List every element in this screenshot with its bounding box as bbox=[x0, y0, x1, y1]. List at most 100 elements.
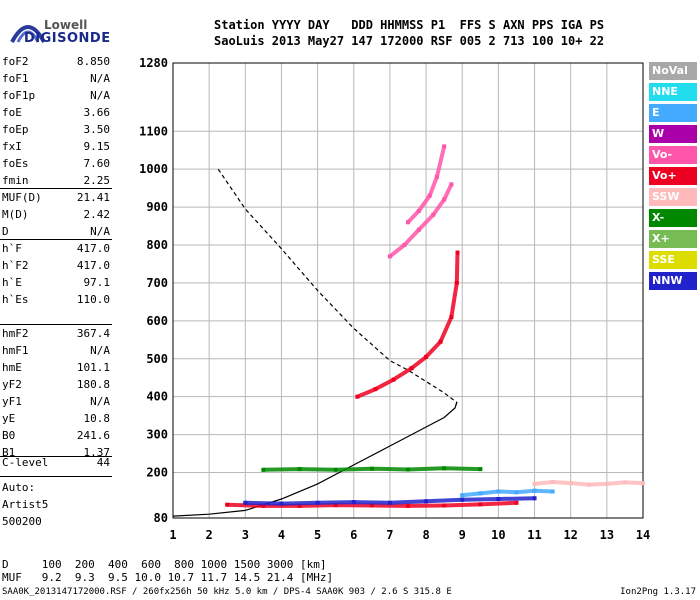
footer-distance-row: D 100 200 400 600 800 1000 1500 3000 [km… bbox=[2, 558, 327, 571]
param-key: fxI bbox=[2, 140, 22, 153]
x-tick-label: 13 bbox=[600, 528, 614, 542]
legend-item: NNW bbox=[649, 272, 697, 290]
x-tick-label: 7 bbox=[386, 528, 393, 542]
echo-point bbox=[402, 243, 407, 247]
echo-point bbox=[532, 481, 537, 486]
echo-point bbox=[514, 490, 519, 495]
echo-point bbox=[391, 377, 396, 382]
param-row: fxI 9.15 bbox=[2, 140, 110, 157]
param-key: h`F bbox=[2, 242, 22, 255]
x-tick-label: 11 bbox=[527, 528, 541, 542]
y-tick-label: 400 bbox=[146, 390, 168, 404]
echo-point bbox=[406, 467, 410, 472]
panel-divider bbox=[0, 456, 112, 457]
param-row: D N/A bbox=[2, 225, 110, 242]
echo-point bbox=[449, 315, 454, 320]
param-value: 110.0 bbox=[76, 293, 110, 306]
param-row: yE 10.8 bbox=[2, 412, 110, 429]
param-row: C-level 44 bbox=[2, 456, 110, 473]
x-tick-label: 1 bbox=[169, 528, 176, 542]
panel-divider bbox=[0, 476, 112, 477]
param-value: 21.41 bbox=[76, 191, 110, 204]
header-labels: Station YYYY DAY DDD HHMMSS P1 FFS S AXN… bbox=[214, 18, 605, 32]
auto-version: 500200 bbox=[2, 515, 42, 528]
param-row: hmF2 367.4 bbox=[2, 327, 110, 344]
echo-point bbox=[427, 193, 432, 198]
echo-point bbox=[406, 220, 410, 225]
legend-item: Vo- bbox=[649, 146, 697, 164]
footer-muf-row: MUF 9.2 9.3 9.5 10.0 10.7 11.7 14.5 21.4… bbox=[2, 571, 334, 584]
param-key: h`F2 bbox=[2, 259, 29, 272]
param-row: foF2 8.850 bbox=[2, 55, 110, 72]
param-value: 9.15 bbox=[83, 140, 111, 153]
echo-point bbox=[315, 500, 320, 505]
lowell-digisonde-logo: Lowell DIGISONDE bbox=[8, 8, 158, 46]
footer-version: Ion2Png 1.3.17 bbox=[620, 587, 696, 597]
echo-point bbox=[460, 493, 465, 498]
echo-point bbox=[442, 144, 447, 149]
echo-point bbox=[568, 481, 573, 486]
x-tick-label: 12 bbox=[563, 528, 577, 542]
param-key: foF1p bbox=[2, 89, 36, 102]
param-key: yF1 bbox=[2, 395, 22, 408]
echo-point bbox=[514, 500, 519, 505]
param-row: fmin 2.25 bbox=[2, 174, 110, 191]
param-key: foE bbox=[2, 106, 22, 119]
y-tick-label: 80 bbox=[154, 511, 168, 525]
echo-point bbox=[355, 394, 360, 399]
param-row: B1 1.37 bbox=[2, 446, 110, 463]
echo-point bbox=[373, 387, 378, 392]
echo-point bbox=[409, 366, 414, 371]
param-value: 241.6 bbox=[76, 429, 110, 442]
legend-item: NNE bbox=[649, 83, 697, 101]
echo-point bbox=[478, 502, 483, 507]
param-key: fmin bbox=[2, 174, 29, 187]
y-tick-label: 1280 bbox=[139, 56, 168, 70]
param-value: N/A bbox=[90, 225, 110, 238]
echo-point bbox=[478, 467, 483, 472]
param-row: foEs 7.60 bbox=[2, 157, 110, 174]
footer-file-info: SAA0K_2013147172000.RSF / 260fx256h 50 k… bbox=[2, 587, 452, 597]
param-value: 2.42 bbox=[83, 208, 111, 221]
x-tick-label: 6 bbox=[350, 528, 357, 542]
y-tick-label: 800 bbox=[146, 238, 168, 252]
echo-point bbox=[532, 488, 537, 493]
param-row: foF1 N/A bbox=[2, 72, 110, 89]
param-key: h`Es bbox=[2, 293, 29, 306]
echo-point bbox=[641, 481, 645, 486]
echo-point bbox=[586, 482, 591, 487]
auto-program: Artist5 bbox=[2, 498, 49, 511]
x-tick-label: 9 bbox=[459, 528, 466, 542]
param-value: 3.50 bbox=[83, 123, 111, 136]
param-value: 1.37 bbox=[83, 446, 111, 459]
echo-point bbox=[442, 466, 447, 471]
plot-frame bbox=[172, 62, 644, 519]
x-tick-label: 4 bbox=[278, 528, 285, 542]
echo-point bbox=[225, 502, 230, 507]
panel-divider bbox=[0, 324, 112, 325]
echo-point bbox=[369, 466, 374, 471]
echo-point bbox=[604, 481, 609, 486]
param-value: 7.60 bbox=[83, 157, 111, 170]
param-value: 10.8 bbox=[83, 412, 111, 425]
param-key: foEp bbox=[2, 123, 29, 136]
true-height-profile-line bbox=[172, 402, 458, 517]
param-row: B0 241.6 bbox=[2, 429, 110, 446]
param-row: foE 3.66 bbox=[2, 106, 110, 123]
param-value: 2.25 bbox=[83, 174, 111, 187]
y-tick-label: 1000 bbox=[139, 162, 168, 176]
param-key: hmF2 bbox=[2, 327, 29, 340]
panel-divider bbox=[0, 188, 112, 189]
param-row: foF1p N/A bbox=[2, 89, 110, 106]
legend-item: NoVal bbox=[649, 62, 697, 80]
y-tick-label: 500 bbox=[146, 352, 168, 366]
legend-item: E bbox=[649, 104, 697, 122]
echo-point bbox=[351, 500, 356, 505]
echo-point bbox=[449, 182, 454, 187]
param-row: yF2 180.8 bbox=[2, 378, 110, 395]
auto-label: Auto: bbox=[2, 481, 36, 494]
param-row: h`E 97.1 bbox=[2, 276, 110, 293]
param-row: h`F2 417.0 bbox=[2, 259, 110, 276]
param-value: N/A bbox=[90, 89, 110, 102]
echo-point bbox=[416, 208, 421, 213]
